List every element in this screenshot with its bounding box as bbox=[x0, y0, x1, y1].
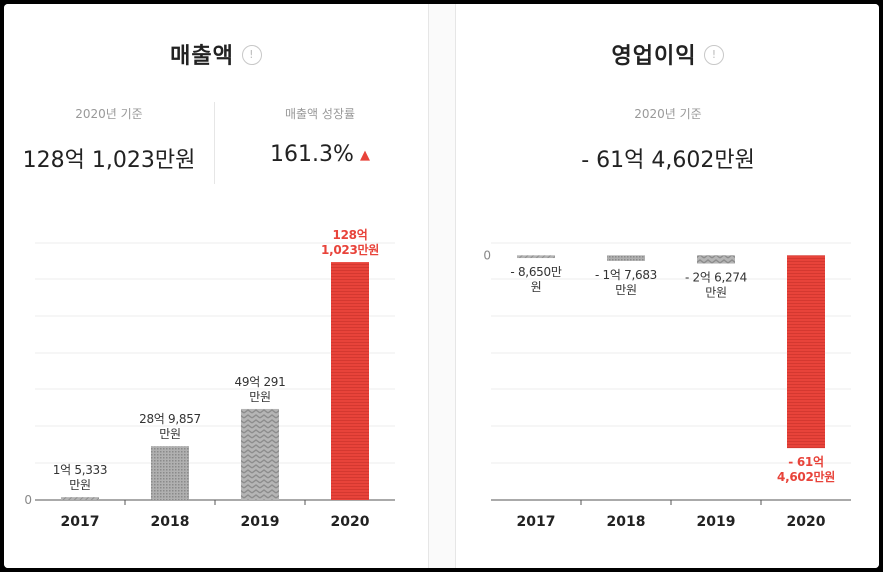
bar bbox=[607, 255, 645, 261]
up-arrow-icon: ▲ bbox=[359, 147, 370, 163]
revenue-basis-label: 2020년 기준 bbox=[75, 107, 143, 121]
data-label: 만원 bbox=[69, 478, 90, 492]
data-label: 만원 bbox=[249, 390, 270, 404]
stat-divider bbox=[214, 102, 215, 184]
operating-profit-panel: 영업이익! 2020년 기준 - 61억 4,602만원 0 2017 - 8,65… bbox=[455, 4, 879, 568]
operating-profit-value: - 61억 4,602만원 bbox=[581, 148, 755, 173]
data-label: 만원 bbox=[159, 427, 180, 441]
growth-label: 매출액 성장률 bbox=[284, 107, 356, 121]
data-label: 만원 bbox=[705, 286, 726, 300]
revenue-value: 128억 1,023만원 bbox=[22, 148, 196, 173]
info-icon[interactable]: ! bbox=[241, 45, 262, 65]
data-label: 1,023만원 bbox=[321, 242, 379, 257]
x-tick-label: 2020 bbox=[331, 514, 370, 530]
data-label: - 1억 7,683 bbox=[595, 268, 657, 282]
bar bbox=[517, 255, 555, 259]
financial-summary-card: 매출액! 2020년 기준 128억 1,023만원 매출액 성장률 161.3… bbox=[4, 4, 879, 568]
x-tick-label: 2019 bbox=[697, 514, 736, 530]
data-label: 49억 291 bbox=[235, 375, 286, 389]
x-tick-label: 2018 bbox=[607, 514, 646, 530]
bar bbox=[331, 262, 369, 500]
revenue-panel: 매출액! 2020년 기준 128억 1,023만원 매출액 성장률 161.3… bbox=[4, 4, 429, 568]
x-tick-label: 2017 bbox=[61, 514, 100, 530]
info-icon[interactable]: ! bbox=[704, 45, 725, 65]
data-label: 1억 5,333 bbox=[53, 463, 107, 477]
data-label: 28억 9,857 bbox=[139, 412, 201, 426]
y-tick-label: 0 bbox=[24, 493, 32, 507]
data-label: 4,602만원 bbox=[777, 469, 835, 484]
data-label: 원 bbox=[531, 280, 542, 294]
operating-profit-title-text: 영업이익 bbox=[611, 44, 697, 69]
panel-gap bbox=[429, 4, 455, 568]
data-label: 만원 bbox=[615, 283, 636, 297]
data-label: 128억 bbox=[333, 228, 368, 242]
growth-value: 161.3% bbox=[270, 142, 354, 167]
growth-value-wrap: 161.3% ▲ bbox=[215, 142, 425, 167]
operating-profit-title: 영업이익! bbox=[456, 38, 879, 70]
revenue-title-text: 매출액 bbox=[170, 44, 234, 69]
y-tick-label: 0 bbox=[483, 248, 491, 262]
x-tick-label: 2019 bbox=[241, 514, 280, 530]
data-label: - 61억 bbox=[788, 455, 823, 469]
x-tick-label: 2020 bbox=[787, 514, 826, 530]
bar bbox=[61, 497, 99, 500]
bar bbox=[151, 446, 189, 500]
bar bbox=[241, 408, 279, 500]
data-label: - 8,650만 bbox=[510, 265, 561, 279]
x-tick-label: 2018 bbox=[151, 514, 190, 530]
x-tick-label: 2017 bbox=[517, 514, 556, 530]
bar bbox=[697, 255, 735, 264]
data-label: - 2억 6,274 bbox=[685, 271, 747, 285]
bar bbox=[787, 255, 825, 449]
operating-profit-basis-label: 2020년 기준 bbox=[634, 107, 702, 121]
revenue-title: 매출액! bbox=[4, 38, 428, 70]
